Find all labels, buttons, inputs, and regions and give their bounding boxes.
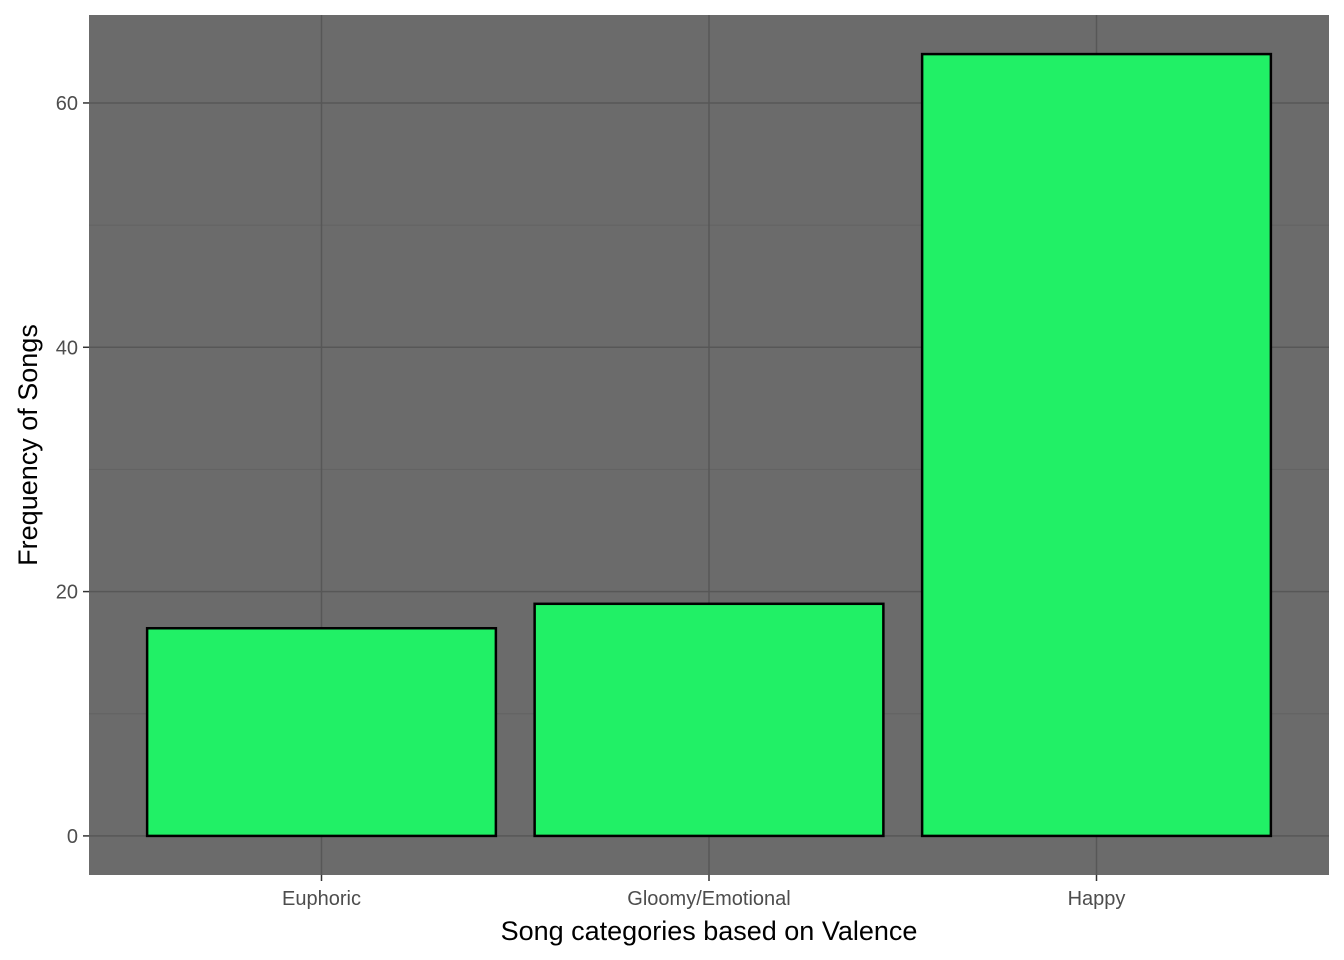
y-tick-label: 60: [56, 93, 78, 115]
y-axis: 0 20 40 60: [56, 93, 89, 848]
x-axis: Euphoric Gloomy/Emotional Happy: [282, 875, 1125, 910]
bars: [145, 52, 1273, 838]
y-tick-label: 40: [56, 337, 78, 359]
bar-gloomy-emotional: [533, 602, 885, 838]
bar-happy: [920, 52, 1273, 838]
x-tick-label: Happy: [1068, 888, 1126, 910]
x-tick-label: Gloomy/Emotional: [627, 888, 790, 910]
y-tick-label: 0: [67, 826, 78, 848]
y-axis-title: Frequency of Songs: [13, 324, 43, 566]
x-axis-title: Song categories based on Valence: [501, 916, 918, 946]
y-tick-label: 20: [56, 582, 78, 604]
x-tick-label: Euphoric: [282, 888, 361, 910]
bar-euphoric: [145, 626, 498, 838]
